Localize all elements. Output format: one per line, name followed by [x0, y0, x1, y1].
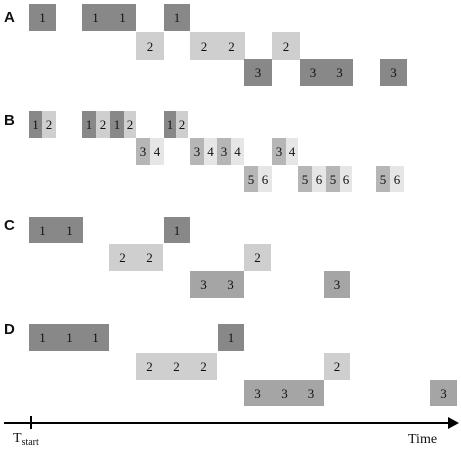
panel-a-cell-3: 3: [326, 59, 353, 86]
panel-b-cell-3: 3: [190, 138, 204, 165]
panel-d-cell-2: 2: [324, 353, 350, 380]
panel-b-cell-6: 6: [312, 166, 326, 192]
panel-label-a: A: [4, 9, 15, 26]
panel-b-cell-1: 1: [164, 111, 176, 138]
panel-b-cell-2: 2: [124, 111, 136, 138]
panel-a-cell-3: 3: [300, 59, 326, 86]
panel-d-cell-3: 3: [244, 380, 271, 406]
panel-c-cell-2: 2: [109, 244, 136, 271]
t-start-main: T: [13, 431, 22, 446]
panel-a-cell-3: 3: [244, 59, 272, 86]
panel-a-cell-3: 3: [380, 59, 407, 86]
start-tick: [30, 416, 32, 429]
panel-label-b: B: [4, 112, 15, 129]
panel-b-cell-4: 4: [150, 138, 164, 165]
panel-b-cell-6: 6: [258, 166, 272, 192]
time-axis-arrowhead: [448, 417, 459, 429]
panel-b-cell-6: 6: [390, 166, 404, 192]
panel-b-cell-3: 3: [272, 138, 286, 165]
time-axis-label: Time: [408, 432, 438, 447]
panel-b-cell-1: 1: [110, 111, 124, 138]
time-axis-line: [4, 422, 450, 424]
panel-b-cell-5: 5: [326, 166, 340, 192]
panel-c-cell-1: 1: [56, 217, 83, 243]
panel-b-cell-4: 4: [286, 138, 298, 165]
panel-label-c: C: [4, 217, 15, 234]
panel-d-cell-1: 1: [218, 324, 244, 351]
panel-b-cell-5: 5: [244, 166, 258, 192]
panel-c-cell-3: 3: [324, 271, 350, 298]
panel-d-cell-3: 3: [271, 380, 298, 406]
panel-d-cell-2: 2: [190, 353, 217, 380]
panel-a-cell-1: 1: [164, 4, 190, 31]
panel-a-cell-2: 2: [218, 32, 245, 60]
panel-a-cell-1: 1: [29, 4, 56, 31]
panel-b-cell-3: 3: [217, 138, 231, 165]
panel-a-cell-1: 1: [109, 4, 136, 31]
panel-b-cell-1: 1: [29, 111, 42, 138]
panel-b-cell-5: 5: [298, 166, 312, 192]
panel-d-cell-1: 1: [29, 324, 56, 351]
panel-c-cell-1: 1: [29, 217, 56, 243]
panel-d-cell-1: 1: [82, 324, 109, 351]
panel-c-cell-1: 1: [164, 217, 190, 243]
panel-b-cell-4: 4: [231, 138, 244, 165]
panel-b-cell-2: 2: [176, 111, 188, 138]
panel-a-cell-2: 2: [190, 32, 218, 60]
panel-d-cell-2: 2: [136, 353, 163, 380]
panel-c-cell-2: 2: [244, 244, 271, 271]
panel-label-d: D: [4, 321, 15, 338]
panel-c-cell-3: 3: [190, 271, 217, 298]
panel-c-cell-2: 2: [136, 244, 163, 271]
t-start-label: Tstart: [13, 432, 39, 448]
panel-b-cell-6: 6: [340, 166, 352, 192]
panel-d-cell-3: 3: [298, 380, 324, 406]
panel-a-cell-1: 1: [82, 4, 109, 31]
panel-b-cell-2: 2: [96, 111, 110, 138]
panel-b-cell-4: 4: [204, 138, 217, 165]
panel-b-cell-1: 1: [82, 111, 96, 138]
panel-a-cell-2: 2: [272, 32, 300, 60]
panel-c-cell-3: 3: [217, 271, 244, 298]
panel-d-cell-2: 2: [163, 353, 190, 380]
panel-d-cell-3: 3: [430, 380, 457, 406]
panel-b-cell-2: 2: [42, 111, 56, 138]
panel-b-cell-3: 3: [136, 138, 150, 165]
panel-d-cell-1: 1: [56, 324, 83, 351]
t-start-subscript: start: [21, 437, 39, 448]
panel-a-cell-2: 2: [136, 32, 164, 60]
panel-b-cell-5: 5: [376, 166, 390, 192]
